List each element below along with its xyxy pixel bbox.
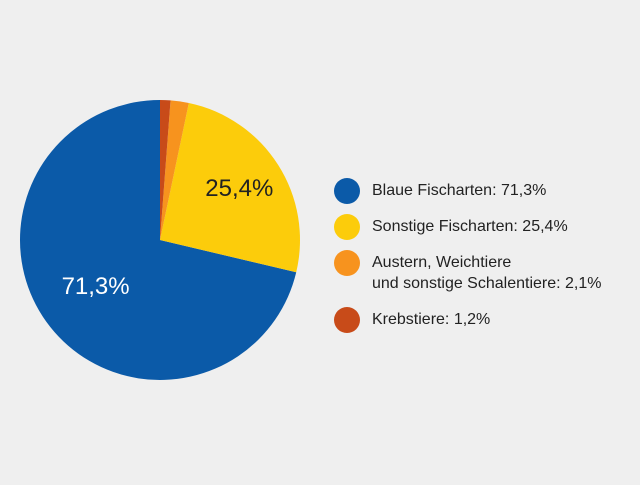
legend: Blaue Fischarten: 71,3% Sonstige Fischar…: [334, 176, 634, 341]
legend-item-austern-weichtiere: Austern, Weichtiere und sonstige Schalen…: [334, 248, 634, 294]
slice-data-label: 71,3%: [62, 273, 130, 300]
legend-label: Sonstige Fischarten: 25,4%: [372, 218, 568, 235]
legend-label: Austern, Weichtiere und sonstige Schalen…: [372, 254, 602, 292]
legend-item-sonstige-fischarten: Sonstige Fischarten: 25,4%: [334, 212, 634, 240]
legend-swatch: [334, 214, 360, 240]
legend-swatch: [334, 250, 360, 276]
legend-label: Krebstiere: 1,2%: [372, 311, 491, 328]
legend-label: Blaue Fischarten: 71,3%: [372, 182, 547, 199]
legend-item-krebstiere: Krebstiere: 1,2%: [334, 305, 634, 333]
legend-swatch: [334, 307, 360, 333]
slice-data-label: 25,4%: [205, 175, 273, 202]
legend-item-blaue-fischarten: Blaue Fischarten: 71,3%: [334, 176, 634, 204]
pie-slice: [160, 103, 300, 273]
pie-slice: [160, 100, 189, 241]
legend-swatch: [334, 178, 360, 204]
pie-slice: [19, 100, 297, 380]
pie-slice: [160, 100, 171, 240]
